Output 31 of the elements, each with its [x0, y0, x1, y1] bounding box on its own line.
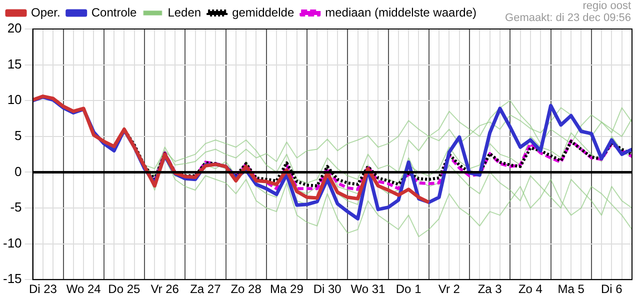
x-tick-label: Zo 4 [518, 282, 543, 296]
x-tick-label: Di 30 [313, 282, 342, 296]
x-tick-label: Di 23 [28, 282, 58, 296]
x-tick-label: Ma 5 [558, 282, 585, 296]
legend-label: gemiddelde [232, 5, 294, 20]
x-tick-label: Wo 24 [66, 282, 102, 296]
text: Gemaakt: di 23 dec 09:56 [505, 12, 631, 24]
x-tick-label: Vr 26 [150, 282, 180, 296]
x-tick-label: Wo 31 [350, 282, 386, 296]
y-tick-label: 5 [14, 128, 22, 143]
x-tick-label: Zo 28 [230, 282, 262, 296]
line-series [153, 139, 634, 191]
y-tick-label: -15 [2, 271, 22, 286]
x-tick-label: Di 6 [601, 282, 623, 296]
x-tick-label: Ma 29 [270, 282, 304, 296]
y-tick-label: 10 [7, 92, 22, 108]
legend-label: mediaan (middelste waarde) [325, 5, 477, 20]
x-tick-label: Vr 2 [438, 282, 460, 296]
text: regio oost [582, 0, 631, 12]
y-tick-label: -5 [10, 200, 22, 215]
x-tick-label: Do 25 [108, 282, 141, 296]
legend-label: Oper. [31, 5, 60, 20]
x-tick-label: Do 1 [396, 282, 422, 296]
y-tick-label: 20 [7, 20, 22, 36]
y-tick-label: -10 [2, 235, 22, 250]
y-tick-label: 15 [7, 56, 22, 72]
y-tick-label: 0 [14, 164, 22, 179]
legend-label: Leden [168, 5, 202, 20]
x-tick-label: Za 3 [478, 282, 502, 296]
legend-label: Controle [91, 5, 138, 20]
x-tick-label: Za 27 [190, 282, 222, 296]
